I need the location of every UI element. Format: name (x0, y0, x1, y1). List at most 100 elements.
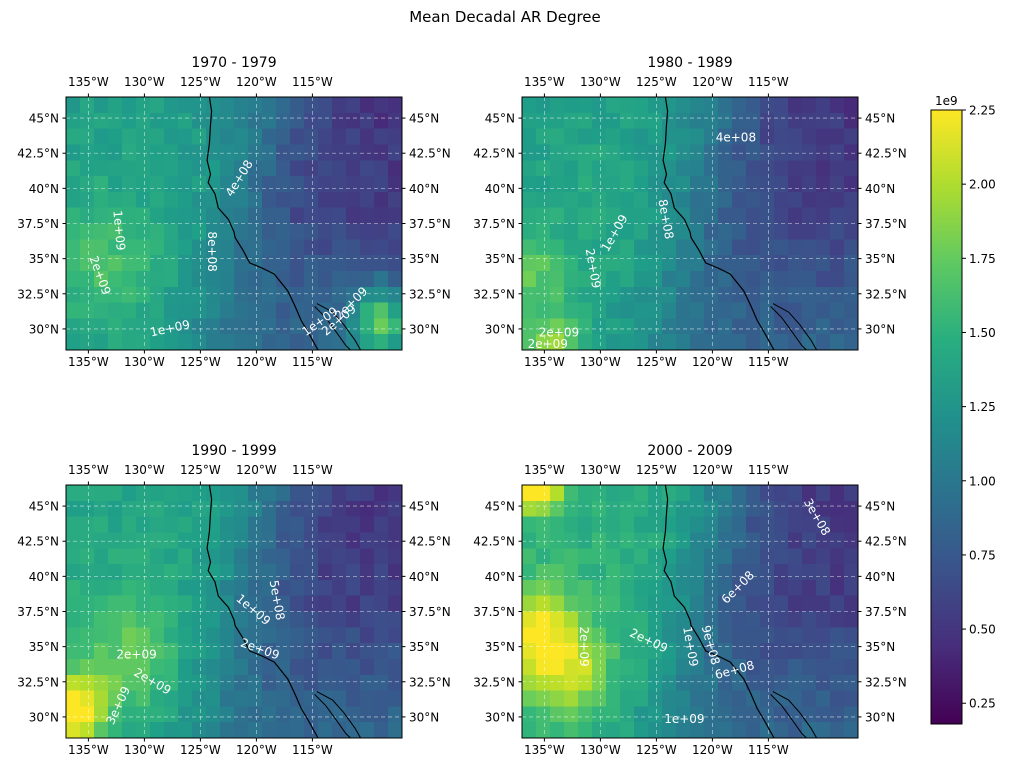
heatmap-cell (676, 564, 691, 581)
heatmap-cell (388, 516, 403, 534)
heatmap-cell (592, 318, 607, 335)
heatmap-cell (746, 674, 761, 692)
heatmap-cell (122, 643, 137, 660)
heatmap-cell (248, 160, 263, 177)
heatmap-cell (234, 500, 249, 518)
heatmap-cell (536, 643, 551, 660)
heatmap-cell (164, 176, 179, 193)
heatmap-cell (94, 207, 109, 225)
heatmap-cell (746, 706, 761, 723)
heatmap-cell (374, 595, 389, 613)
heatmap-cell (774, 128, 789, 146)
heatmap-cell (290, 223, 305, 240)
heatmap-cell (830, 255, 845, 272)
heatmap-cell (332, 207, 347, 225)
heatmap-cell (704, 516, 719, 534)
heatmap-cell (536, 207, 551, 225)
heatmap-cell (66, 97, 81, 114)
heatmap-cell (332, 658, 347, 676)
heatmap-cell (108, 176, 123, 193)
heatmap-cell (206, 223, 221, 240)
heatmap-cell (150, 532, 165, 549)
heatmap-cell (346, 595, 361, 613)
heatmap-cell (346, 548, 361, 565)
heatmap-cell (374, 144, 389, 161)
lat-tick-label-left: 37.5°N (473, 605, 515, 619)
heatmap-cell (536, 302, 551, 319)
heatmap-cell (690, 128, 705, 146)
heatmap-cell (220, 334, 235, 351)
heatmap-cell (234, 223, 249, 240)
heatmap-cell (332, 255, 347, 272)
heatmap-cell (662, 627, 677, 644)
heatmap-cell (592, 532, 607, 549)
heatmap-cell (690, 548, 705, 565)
heatmap-cell (66, 627, 81, 644)
heatmap-cell (136, 112, 151, 130)
heatmap-cell (704, 548, 719, 565)
heatmap-cell (304, 500, 319, 518)
heatmap-cell (206, 270, 221, 288)
heatmap-cell (676, 548, 691, 565)
heatmap-cell (578, 706, 593, 723)
heatmap-cell (150, 658, 165, 676)
coastline (206, 96, 319, 351)
heatmap-cell (536, 223, 551, 240)
heatmap-cell (178, 516, 193, 534)
heatmap-cell (634, 97, 649, 114)
heatmap-cell (844, 706, 859, 723)
lon-tick-label-bottom: 115°W (748, 743, 789, 757)
heatmap-cell (718, 627, 733, 644)
heatmap-cell (262, 112, 277, 130)
heatmap-cell (704, 334, 719, 351)
heatmap-cell (718, 286, 733, 304)
heatmap-cell (220, 627, 235, 644)
heatmap-cell (206, 485, 221, 502)
heatmap-cell (648, 239, 663, 256)
heatmap-cell (592, 643, 607, 660)
heatmap-cell (634, 643, 649, 660)
heatmap-cell (718, 611, 733, 628)
heatmap-cell (234, 706, 249, 723)
heatmap-cell (290, 611, 305, 628)
heatmap-cell (80, 128, 95, 146)
contour-label: 5e+08 (267, 579, 288, 621)
heatmap-cell (206, 255, 221, 272)
heatmap-cell (262, 532, 277, 549)
heatmap-cell (388, 144, 403, 161)
heatmap-cell (122, 516, 137, 534)
heatmap-cell (592, 690, 607, 707)
heatmap-cell (276, 128, 291, 146)
heatmap-cell (346, 286, 361, 304)
heatmap-cell (262, 579, 277, 597)
heatmap-cell (206, 112, 221, 130)
heatmap-cell (234, 128, 249, 146)
heatmap-cell (248, 112, 263, 130)
heatmap-cell (788, 611, 803, 628)
heatmap-cell (844, 334, 859, 351)
heatmap-cell (634, 627, 649, 644)
heatmap-cell (564, 112, 579, 130)
heatmap-cell (290, 485, 305, 502)
heatmap-cell (592, 611, 607, 628)
coastline-gulf (770, 306, 807, 351)
heatmap-cell (676, 516, 691, 534)
heatmap-cell (150, 318, 165, 335)
heatmap-cell (676, 595, 691, 613)
heatmap-cell (522, 97, 537, 114)
heatmap-cell (844, 611, 859, 628)
lat-tick-label-left: 35°N (485, 252, 515, 266)
heatmap-cell (718, 160, 733, 177)
lat-tick-label-right: 32.5°N (865, 287, 907, 301)
heatmap-cell (136, 564, 151, 581)
heatmap-cell (774, 239, 789, 256)
heatmap-cell (150, 485, 165, 502)
heatmap-cell (550, 334, 565, 351)
lat-tick-label-left: 35°N (29, 640, 59, 654)
heatmap-cell (290, 112, 305, 130)
heatmap-cell (108, 144, 123, 161)
lat-tick-label-left: 40°N (29, 182, 59, 196)
heatmap-cell (150, 112, 165, 130)
heatmap-cell (360, 176, 375, 193)
heatmap-cell (550, 548, 565, 565)
